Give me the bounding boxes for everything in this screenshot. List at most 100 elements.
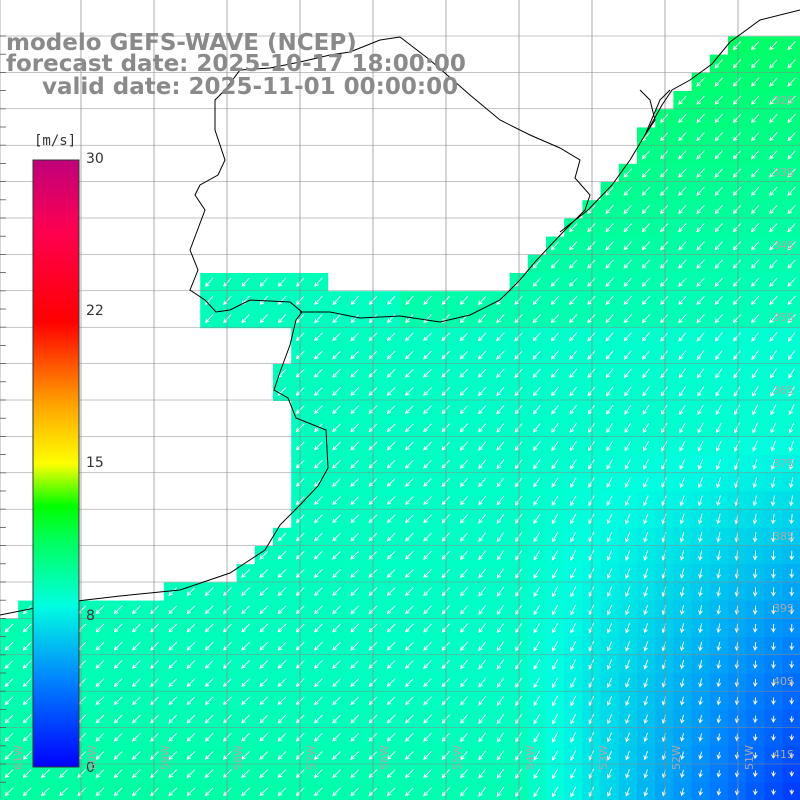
wind-arrow (696, 113, 705, 124)
wind-arrow (642, 404, 650, 415)
wind-arrow (568, 259, 578, 269)
wind-arrow (241, 605, 250, 615)
wind-arrow (771, 679, 776, 687)
wind-arrow (550, 332, 560, 342)
wind-arrow (696, 132, 705, 142)
wind-arrow (277, 732, 287, 742)
wind-arrow (350, 678, 360, 688)
wind-arrow (623, 259, 632, 269)
wind-arrow (386, 587, 396, 597)
wind-arrow (386, 660, 396, 669)
wind-arrow (259, 732, 269, 742)
wind-arrow (386, 769, 396, 779)
wind-arrow (131, 769, 141, 779)
wind-arrow (386, 605, 396, 615)
wind-arrow (4, 732, 14, 742)
wind-arrow (222, 769, 232, 779)
wind-arrow (478, 677, 487, 688)
wind-arrow (605, 223, 614, 233)
wind-arrow (95, 641, 105, 651)
wind-arrow (423, 605, 432, 615)
wind-arrow (771, 550, 776, 561)
wind-arrow (716, 715, 722, 724)
wind-arrow (623, 186, 632, 196)
wind-arrow (769, 95, 778, 105)
wind-arrow (551, 459, 559, 470)
wind-arrow (404, 350, 414, 360)
wind-arrow (186, 732, 196, 742)
wind-arrow (696, 150, 705, 160)
wind-arrow (404, 532, 414, 542)
wind-arrow (678, 95, 687, 105)
wind-arrow (642, 422, 650, 434)
wind-arrow (732, 186, 742, 196)
wind-arrow (551, 695, 559, 707)
wind-arrow (277, 550, 287, 560)
wind-arrow (714, 77, 723, 87)
wind-arrow (680, 787, 685, 797)
wind-arrow (569, 350, 578, 360)
wind-arrow (606, 750, 613, 761)
wind-arrow (386, 496, 396, 506)
lon-label: 61W (12, 745, 25, 770)
wind-arrow (496, 695, 505, 706)
wind-arrow (459, 332, 469, 342)
wind-arrow (569, 386, 578, 397)
wind-arrow (679, 422, 686, 434)
wind-arrow (787, 241, 796, 251)
colorbar-unit: [m/s] (34, 133, 77, 149)
wind-arrow (386, 696, 396, 706)
wind-arrow (313, 350, 323, 360)
wind-arrow (789, 716, 794, 723)
wind-arrow (697, 404, 704, 415)
wind-arrow (678, 277, 687, 287)
wind-arrow (423, 568, 432, 578)
wind-arrow (623, 314, 632, 324)
wind-arrow (478, 550, 487, 561)
wind-arrow (698, 568, 703, 579)
wind-arrow (606, 477, 613, 488)
wind-arrow (113, 696, 123, 706)
wind-arrow (734, 422, 740, 434)
wind-arrow (496, 623, 505, 634)
wind-arrow (533, 732, 541, 743)
wind-arrow (186, 769, 196, 779)
wind-arrow (241, 751, 250, 760)
wind-arrow (625, 531, 631, 543)
wind-arrow (752, 733, 758, 742)
wind-arrow (477, 314, 487, 324)
wind-arrow (714, 295, 723, 306)
wind-arrow (623, 204, 632, 215)
wind-arrow (332, 459, 341, 469)
wind-arrow (277, 532, 287, 542)
wind-arrow (605, 204, 614, 215)
wind-arrow (606, 768, 613, 779)
wind-arrow (588, 622, 595, 634)
wind-arrow (459, 496, 469, 506)
wind-arrow (752, 532, 758, 543)
wind-arrow (459, 714, 468, 724)
wind-arrow (204, 314, 214, 324)
wind-arrow (386, 387, 396, 396)
wind-arrow (769, 41, 778, 51)
wind-arrow (332, 314, 341, 324)
wind-arrow (496, 641, 505, 652)
wind-arrow (679, 605, 685, 616)
wind-arrow (550, 368, 560, 379)
wind-arrow (787, 41, 796, 51)
wind-arrow (678, 295, 687, 306)
wind-arrow (277, 605, 287, 615)
wind-arrow (659, 132, 669, 142)
wind-arrow (678, 259, 687, 269)
wind-arrow (698, 788, 703, 797)
wind-arrow (771, 752, 776, 760)
wind-arrow (551, 531, 559, 543)
wind-arrow (551, 713, 559, 725)
wind-arrow (606, 732, 613, 743)
wind-arrow (551, 550, 559, 561)
wind-arrow (259, 623, 269, 633)
wind-arrow (404, 696, 414, 706)
wind-arrow (659, 168, 669, 178)
wind-arrow (478, 768, 487, 779)
